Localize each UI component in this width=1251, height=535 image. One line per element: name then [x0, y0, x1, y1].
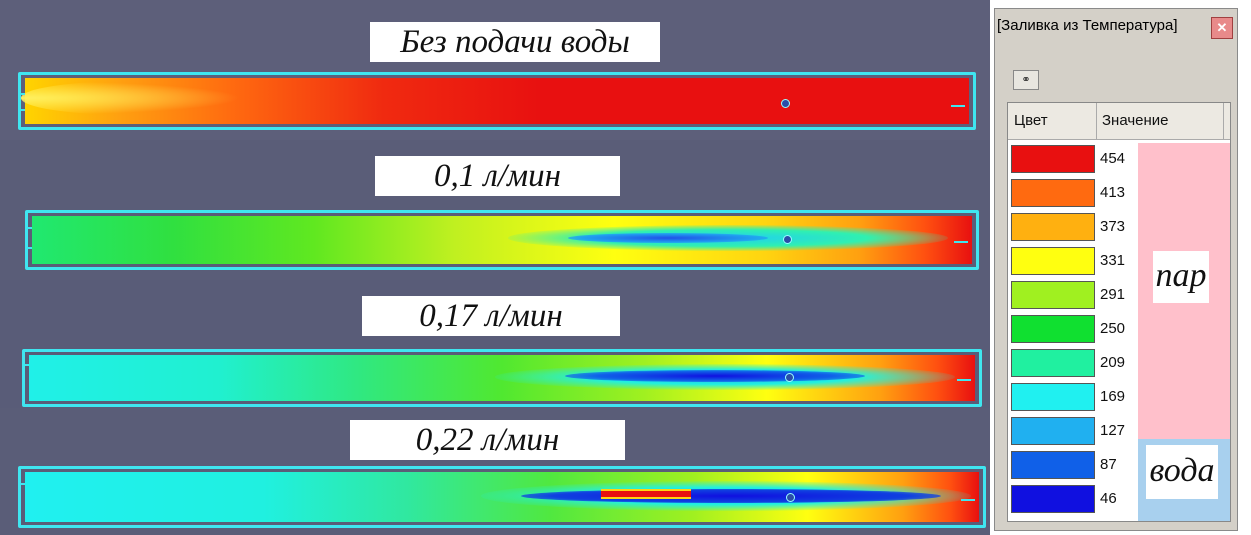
- simulation-panel-no-water: Без подачи воды: [0, 0, 990, 140]
- water-zone-label: вода: [1146, 445, 1218, 499]
- probe-marker: [785, 373, 794, 382]
- legend-value: 413: [1100, 184, 1126, 201]
- legend-swatch: [1011, 145, 1095, 173]
- link-icon[interactable]: ⚭: [1013, 70, 1039, 90]
- legend-value: 454: [1100, 150, 1126, 167]
- legend-value: 46: [1100, 490, 1117, 507]
- simulation-panel-0-22: 0,22 л/мин: [0, 408, 990, 535]
- legend-value: 331: [1100, 252, 1126, 269]
- steam-zone-label: пар: [1153, 251, 1209, 303]
- simulation-panel-0-1: 0,1 л/мин: [0, 140, 990, 280]
- probe-marker: [781, 99, 790, 108]
- pipe-temperature-field: [18, 466, 986, 528]
- legend-swatch: [1011, 451, 1095, 479]
- close-icon[interactable]: ✕: [1211, 17, 1233, 39]
- column-header-value[interactable]: Значение: [1102, 112, 1169, 129]
- legend-value: 250: [1100, 320, 1126, 337]
- temperature-legend-window: [Заливка из Температура] ✕ ⚭ Цвет Значен…: [994, 8, 1238, 531]
- pipe-temperature-field: [18, 72, 976, 130]
- column-header-color[interactable]: Цвет: [1014, 112, 1048, 129]
- pipe-temperature-field: [22, 349, 982, 407]
- probe-marker: [786, 493, 795, 502]
- legend-swatch: [1011, 485, 1095, 513]
- simulation-area: Без подачи воды 0,1 л/мин 0,17 л/мин: [0, 0, 990, 535]
- legend-swatch: [1011, 315, 1095, 343]
- legend-table: Цвет Значение 454 413 373 331 291 250 209 169 12…: [1007, 102, 1231, 522]
- hot-streak: [601, 489, 691, 499]
- caption-no-water: Без подачи воды: [370, 22, 660, 62]
- legend-swatch: [1011, 247, 1095, 275]
- legend-swatch: [1011, 281, 1095, 309]
- legend-swatch: [1011, 417, 1095, 445]
- legend-table-header: Цвет Значение: [1008, 103, 1230, 140]
- legend-value: 87: [1100, 456, 1117, 473]
- probe-marker: [783, 235, 792, 244]
- legend-value: 373: [1100, 218, 1126, 235]
- legend-value: 169: [1100, 388, 1126, 405]
- simulation-panel-0-17: 0,17 л/мин: [0, 280, 990, 408]
- caption-0-1: 0,1 л/мин: [375, 156, 620, 196]
- legend-value: 209: [1100, 354, 1126, 371]
- caption-0-22: 0,22 л/мин: [350, 420, 625, 460]
- legend-swatch: [1011, 383, 1095, 411]
- legend-window-title: [Заливка из Температура]: [997, 17, 1178, 34]
- legend-swatch: [1011, 179, 1095, 207]
- legend-value: 127: [1100, 422, 1126, 439]
- pipe-temperature-field: [25, 210, 979, 270]
- caption-0-17: 0,17 л/мин: [362, 296, 620, 336]
- legend-swatch: [1011, 349, 1095, 377]
- legend-value: 291: [1100, 286, 1126, 303]
- legend-swatch: [1011, 213, 1095, 241]
